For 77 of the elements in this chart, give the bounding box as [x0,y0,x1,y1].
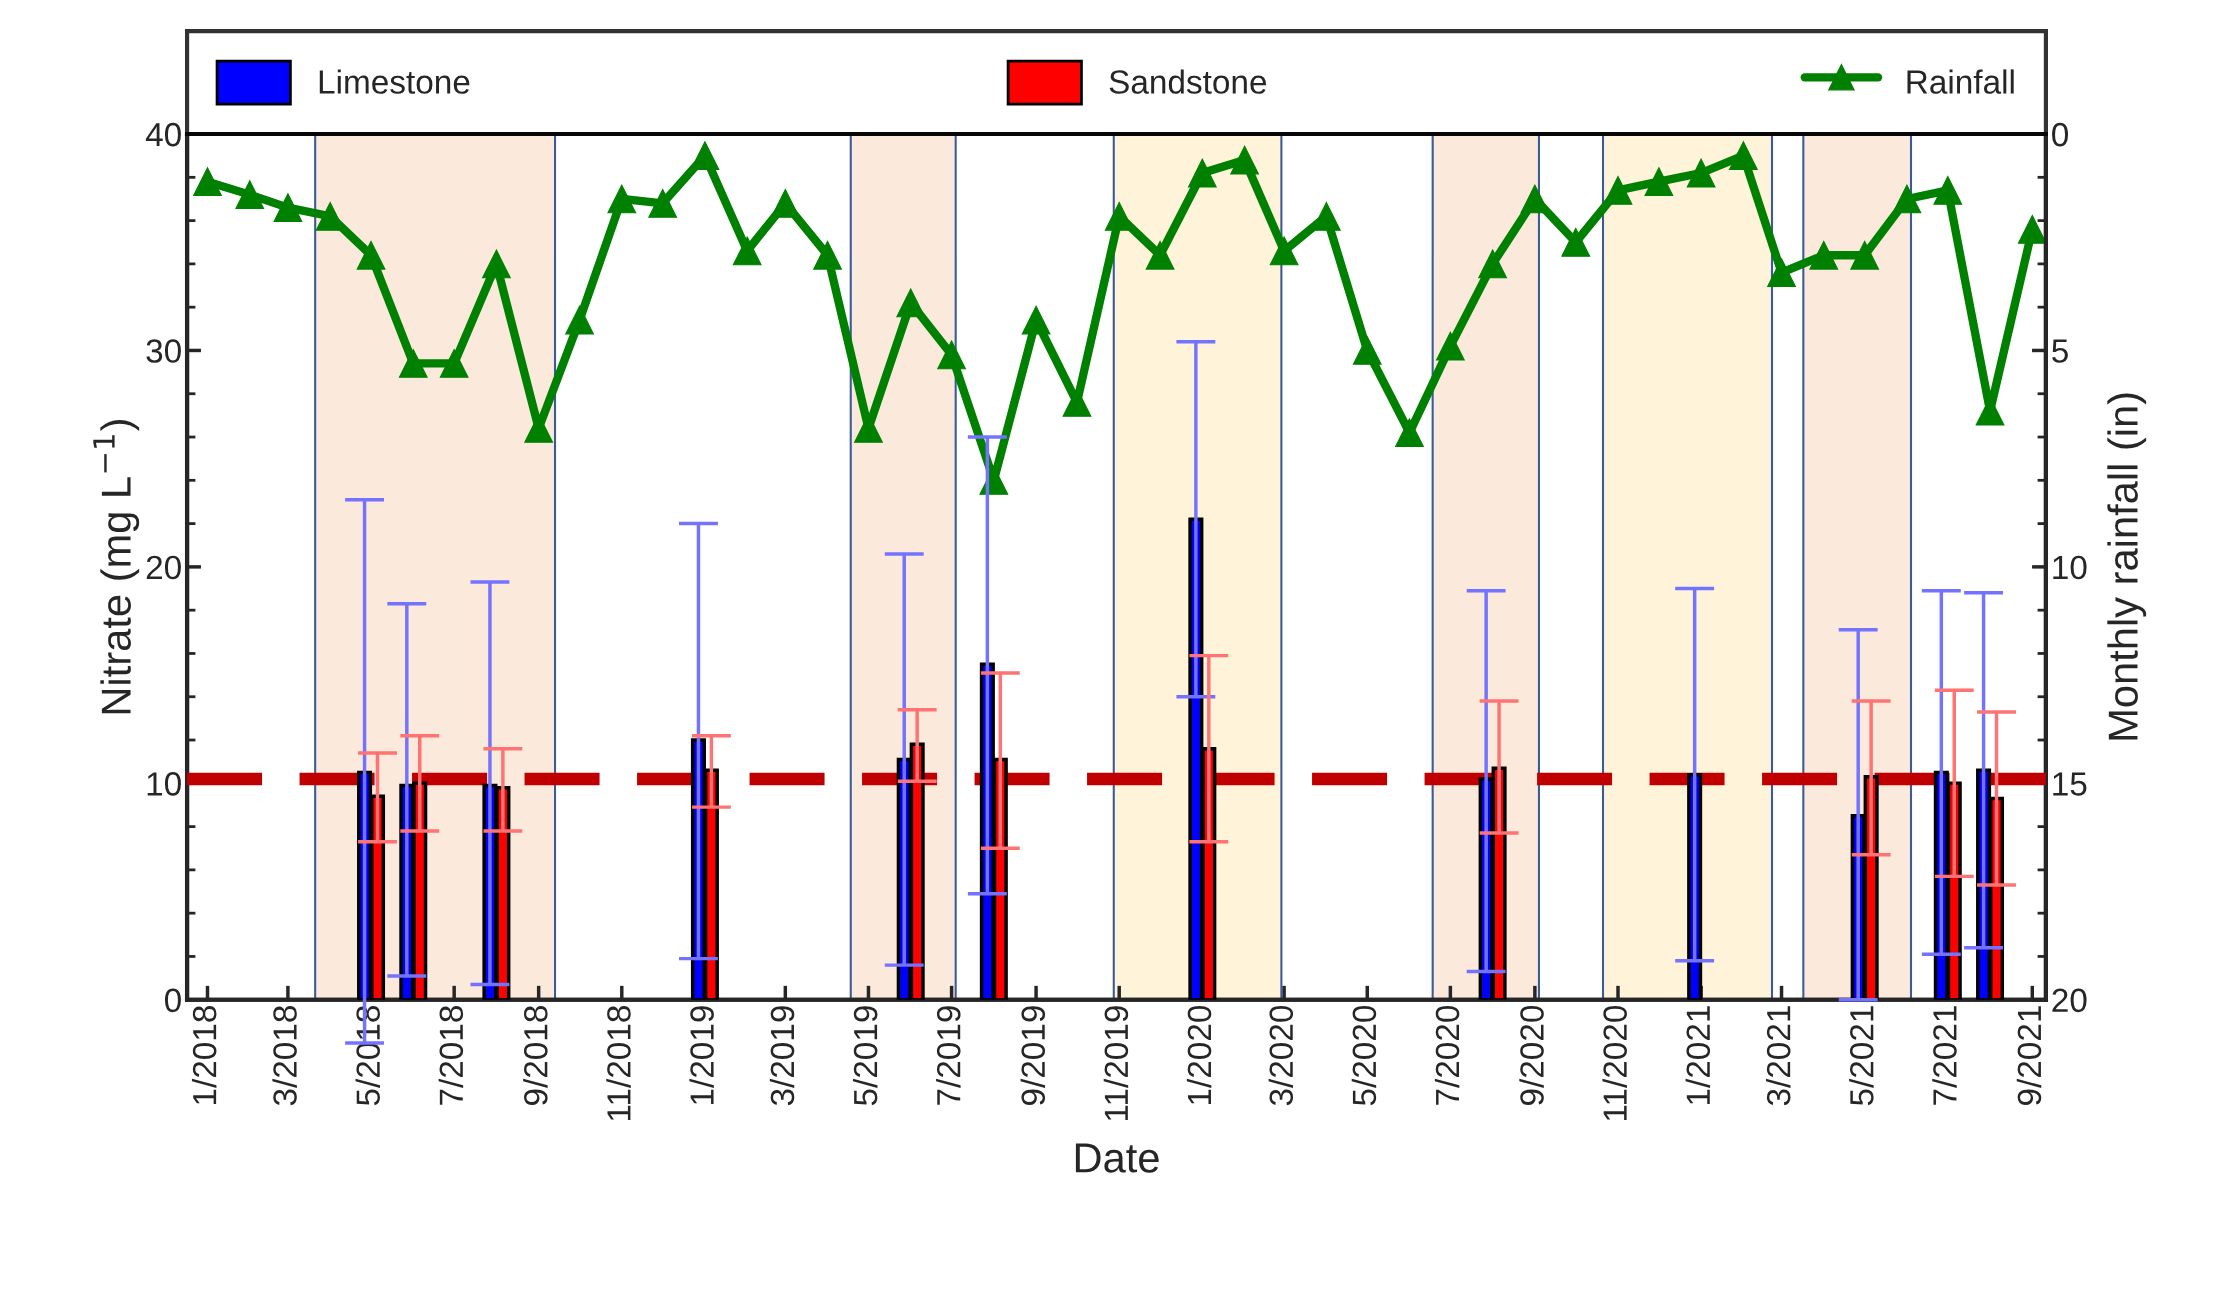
point [273,193,303,223]
x-tick-label: 9/2018 [523,1006,548,1105]
point [1850,240,1880,270]
x-tick-label: 3/2020 [1268,1005,1294,1106]
point [2017,214,2046,244]
point [235,180,265,210]
point [607,184,637,214]
x-tick-label: 5/2020 [1351,1005,1377,1106]
point [1644,167,1674,197]
point [398,349,428,378]
point [1187,158,1217,188]
x-tick-label: 7/2020 [1434,1005,1460,1105]
x-tick-label: 1/2020 [1186,1005,1212,1104]
legend-label: Limestone [319,69,470,94]
point [1933,175,1963,205]
point [648,188,678,218]
x-tick-label: 1/2021 [1685,1006,1711,1104]
x-tick-label: 3/2019 [769,1006,795,1106]
point [896,288,926,318]
legend-label: Sandstone [1109,69,1267,94]
point [1021,305,1051,335]
x-tick-label: 7/2021 [1932,1006,1957,1105]
point [732,236,762,266]
x-tick-label: 5/2021 [1849,1006,1874,1106]
x-tick-label: 9/2020 [1519,1005,1544,1105]
point [1603,175,1633,205]
y2-tick-label: 5 [2052,339,2068,363]
y-tick-label: 40 [145,122,181,147]
point [690,141,720,171]
point [1352,336,1382,365]
point [1728,141,1758,171]
point [1230,145,1259,175]
point [1561,227,1591,257]
point [1062,387,1092,417]
x-tick-label: 11/2018 [606,1006,631,1121]
y-tick-label: 30 [146,339,181,363]
x-tick-label: 1/2019 [689,1006,714,1104]
y-axis-title: Nitrate (mg L$^{−1}$) [93,420,140,714]
y2-tick-label: 20 [2052,988,2087,1013]
point [1269,236,1299,266]
x-tick-label: 5/2019 [852,1006,878,1106]
y2-tick-label: 0 [2052,122,2069,147]
y2-tick-label: 15 [2053,772,2087,796]
x-tick-label: 7/2019 [936,1006,961,1105]
point [1395,418,1424,448]
point [439,349,469,378]
x-tick-label: 3/2018 [272,1006,297,1106]
point [770,188,800,218]
point [813,240,842,270]
x-tick-label: 5/2018 [355,1006,380,1106]
y2-axis-title: Monthly rainfall (in) [2107,393,2147,740]
point [356,240,386,270]
y2-tick-label: 10 [2053,555,2087,580]
y-tick-label: 0 [164,988,181,1013]
point [524,413,554,443]
x-tick-label: 11/2020 [1602,1005,1627,1121]
x-tick-label: 3/2021 [1766,1006,1791,1106]
point [1809,240,1839,270]
point [1145,240,1175,270]
point [193,167,222,197]
point [565,305,594,335]
point [937,340,966,370]
point [482,249,511,279]
point [1767,258,1796,287]
point [1478,249,1508,279]
x-tick-label: 9/2019 [1020,1006,1046,1105]
legend-label: Rainfall [1907,69,2014,94]
x-tick-label: 7/2018 [438,1006,464,1105]
x-axis-title: Date [1075,1143,1159,1173]
point [1435,331,1465,361]
point [1686,158,1716,188]
point [1892,184,1922,214]
x-tick-label: 1/2018 [191,1006,217,1104]
x-tick-label: 11/2019 [1103,1006,1129,1121]
x-tick-label: 9/2021 [2016,1006,2042,1105]
y-tick-label: 20 [146,555,181,580]
y-tick-label: 10 [147,772,181,796]
